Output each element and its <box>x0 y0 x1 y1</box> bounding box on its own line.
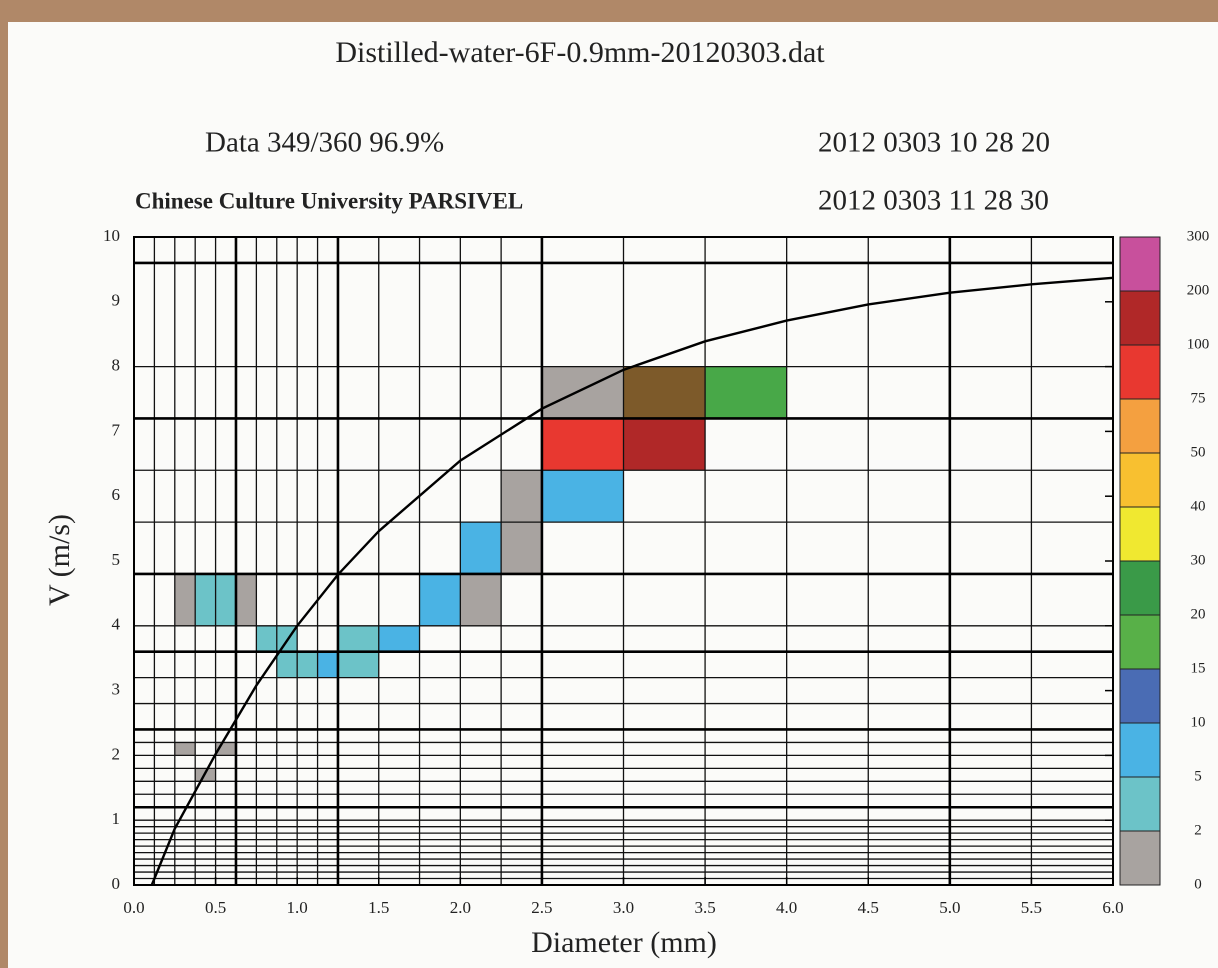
x-tick-label: 1.5 <box>368 898 389 917</box>
colorbar-segment <box>1120 291 1160 345</box>
x-tick-label: 2.5 <box>531 898 552 917</box>
colorbar-label: 10 <box>1191 714 1206 730</box>
y-tick-label: 8 <box>112 356 121 375</box>
heatmap-cell <box>624 367 706 419</box>
x-tick-label: 1.0 <box>287 898 308 917</box>
colorbar-label: 50 <box>1191 444 1206 460</box>
page: Distilled-water-6F-0.9mm-20120303.dat Da… <box>0 0 1218 968</box>
colorbar-label: 100 <box>1187 336 1210 352</box>
y-tick-label: 4 <box>112 615 121 634</box>
y-tick-label: 7 <box>112 420 121 439</box>
x-tick-label: 3.0 <box>613 898 634 917</box>
heatmap-cell <box>175 742 195 755</box>
y-tick-label: 1 <box>112 809 121 828</box>
info: 2012 0303 10 28 20 <box>818 127 1050 159</box>
x-tick-label: 2.0 <box>450 898 471 917</box>
chart-title: Distilled-water-6F-0.9mm-20120303.dat <box>335 36 825 69</box>
colorbar-segment <box>1120 831 1160 885</box>
heatmap-cell <box>236 574 256 626</box>
colorbar-label: 0 <box>1194 876 1202 892</box>
x-tick-label: 3.5 <box>694 898 715 917</box>
colorbar-segment <box>1120 345 1160 399</box>
heatmap-cell <box>501 522 542 574</box>
info: 2012 0303 11 28 30 <box>818 185 1049 217</box>
colorbar-label: 20 <box>1191 606 1206 622</box>
x-axis-title: Diameter (mm) <box>531 926 717 959</box>
heatmap-cell <box>175 574 195 626</box>
x-tick-label: 0.5 <box>205 898 226 917</box>
colorbar-segment <box>1120 561 1160 615</box>
heatmap-cell <box>297 652 317 678</box>
heatmap-cell <box>277 652 297 678</box>
heatmap-cell <box>338 652 379 678</box>
colorbar-segment <box>1120 453 1160 507</box>
colorbar-label: 200 <box>1187 282 1210 298</box>
colorbar-segment <box>1120 237 1160 291</box>
heatmap-cell <box>501 470 542 522</box>
heatmap-cell <box>379 626 420 652</box>
heatmap-cell <box>460 574 501 626</box>
x-tick-label: 5.5 <box>1021 898 1042 917</box>
x-tick-label: 4.5 <box>858 898 879 917</box>
heatmap-cell <box>420 574 461 626</box>
y-tick-label: 6 <box>112 485 121 504</box>
heatmap-cell <box>460 522 501 574</box>
info: Data 349/360 96.9% <box>205 127 444 159</box>
colorbar-label: 5 <box>1194 768 1202 784</box>
y-tick-label: 0 <box>112 874 121 893</box>
heatmap-cell <box>216 574 236 626</box>
y-tick-label: 2 <box>112 744 121 763</box>
colorbar-label: 75 <box>1191 390 1206 406</box>
colorbar-segment <box>1120 723 1160 777</box>
heatmap-cell <box>318 652 338 678</box>
heatmap-cell <box>542 418 624 470</box>
heatmap-cell <box>338 626 379 652</box>
x-tick-label: 5.0 <box>939 898 960 917</box>
y-tick-label: 3 <box>112 680 121 699</box>
colorbar-segment <box>1120 615 1160 669</box>
x-tick-label: 6.0 <box>1102 898 1123 917</box>
y-tick-label: 10 <box>103 226 120 245</box>
heatmap-cell <box>256 626 276 652</box>
y-tick-label: 9 <box>112 291 121 310</box>
colorbar-label: 300 <box>1187 228 1210 244</box>
heatmap-cell <box>195 574 215 626</box>
x-tick-label: 4.0 <box>776 898 797 917</box>
chart: Distilled-water-6F-0.9mm-20120303.dat Da… <box>0 0 1218 968</box>
info: Chinese Culture University PARSIVEL <box>135 188 523 213</box>
heatmap-cell <box>542 470 624 522</box>
colorbar-segment <box>1120 669 1160 723</box>
colorbar-label: 15 <box>1191 660 1206 676</box>
colorbar-label: 30 <box>1191 552 1206 568</box>
colorbar-segment <box>1120 777 1160 831</box>
heatmap-cell <box>624 418 706 470</box>
colorbar-label: 40 <box>1191 498 1206 514</box>
colorbar-label: 2 <box>1194 822 1202 838</box>
colorbar-segment <box>1120 399 1160 453</box>
x-tick-label: 0.0 <box>123 898 144 917</box>
colorbar-segment <box>1120 507 1160 561</box>
y-tick-label: 5 <box>112 550 121 569</box>
heatmap-cell <box>705 367 787 419</box>
y-axis-title: V (m/s) <box>43 514 76 606</box>
